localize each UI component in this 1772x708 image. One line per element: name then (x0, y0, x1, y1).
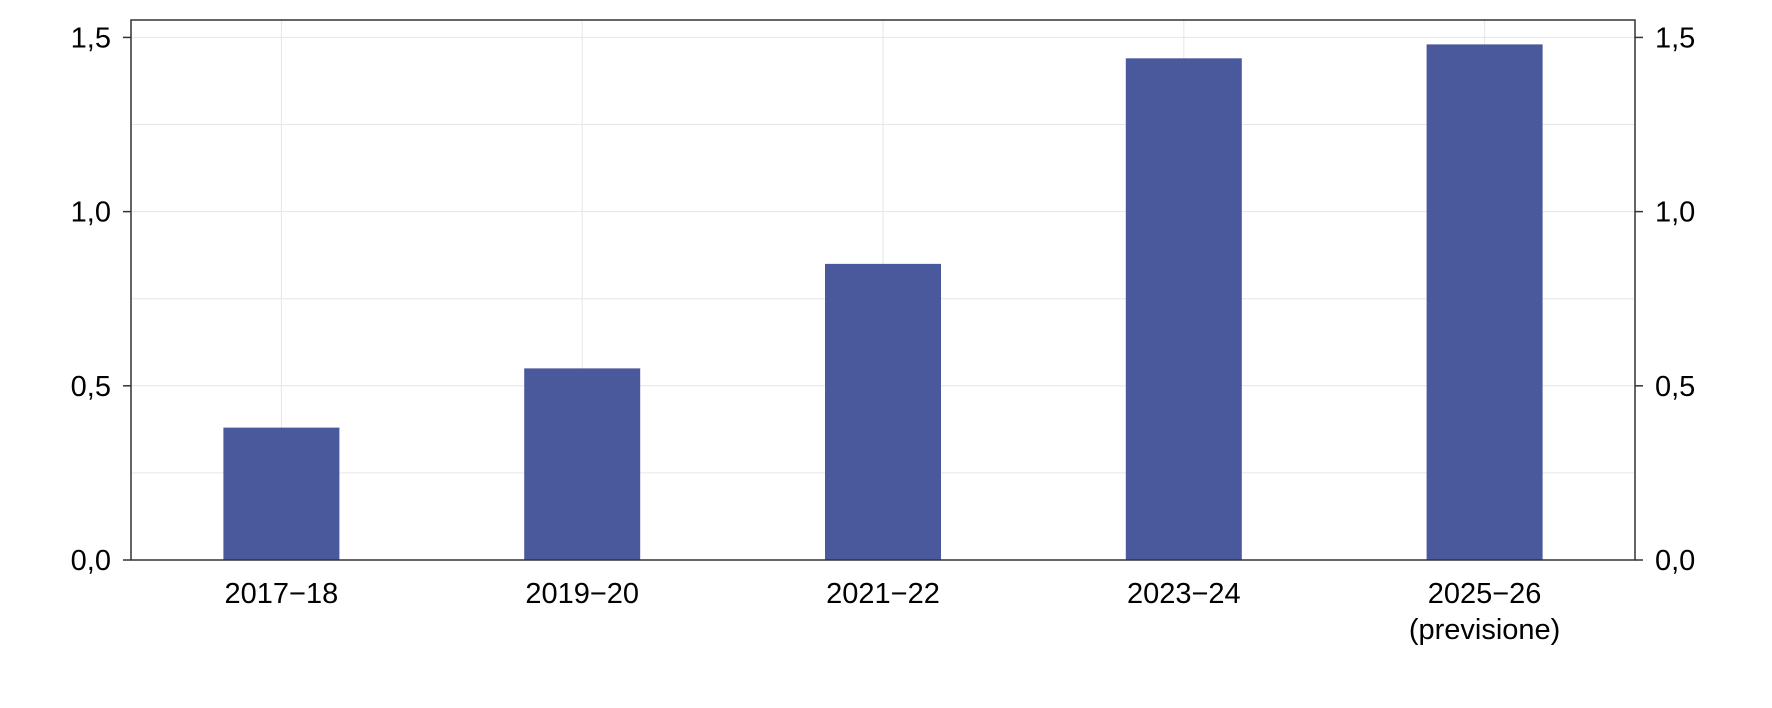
y-tick-label-left: 1,5 (71, 22, 111, 54)
y-tick-label-right: 0,5 (1655, 371, 1695, 403)
bars (223, 44, 1543, 561)
y-tick-label-right: 1,5 (1655, 22, 1695, 54)
y-tick-label-right: 0,0 (1655, 545, 1695, 577)
bar (223, 427, 340, 560)
bar (825, 263, 941, 560)
y-tick-label-right: 1,0 (1655, 197, 1695, 229)
plot-frame (130, 19, 1636, 561)
x-axis: 2017−18 2019−20 2021−22 2023−24 2025−26 (prev… (225, 578, 1561, 646)
x-tick-label: 2023−24 (1127, 578, 1241, 610)
bar (1125, 58, 1242, 561)
y-axis-left: 0,0 0,5 1,0 1,5 (71, 22, 131, 577)
x-tick-label: 2019−20 (525, 578, 639, 610)
x-tick-label: 2025−26 (1428, 578, 1542, 610)
x-tick-label: 2021−22 (826, 578, 940, 610)
x-tick-sublabel: (previsione) (1409, 614, 1561, 646)
bar (1426, 44, 1543, 561)
y-tick-label-left: 0,5 (71, 371, 111, 403)
bar (524, 368, 641, 560)
y-axis-right: 0,0 0,5 1,0 1,5 (1635, 22, 1695, 577)
y-tick-label-left: 0,0 (71, 545, 111, 577)
x-tick-label: 2017−18 (225, 578, 339, 610)
y-tick-label-left: 1,0 (71, 197, 111, 229)
